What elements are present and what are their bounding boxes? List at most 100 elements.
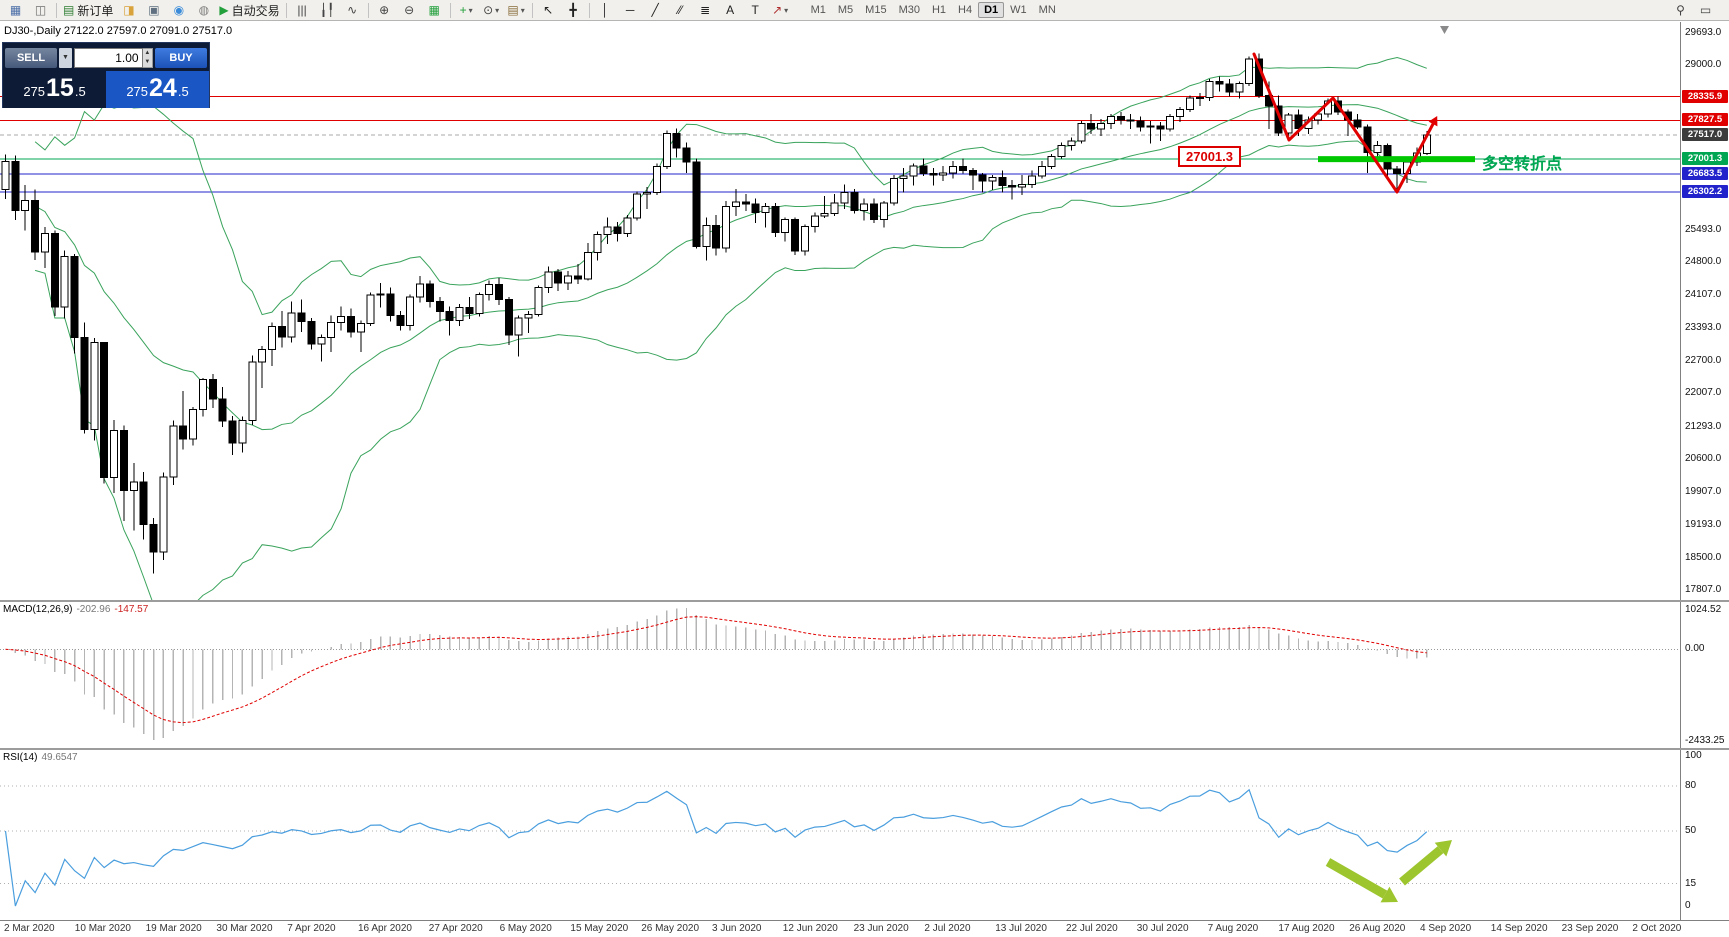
toolbar-separator — [531, 2, 533, 18]
price-axis-label: 25493.0 — [1685, 223, 1722, 235]
timeframe-h1[interactable]: H1 — [931, 4, 947, 16]
vertical-line-icon[interactable]: │ — [593, 0, 618, 21]
price-axis-label: 24107.0 — [1685, 288, 1722, 300]
timeframe-h4[interactable]: H4 — [958, 4, 973, 16]
timeframe-w1[interactable]: W1 — [1010, 4, 1027, 16]
up-arrow-annotation[interactable] — [1399, 840, 1452, 886]
chart-window-icon[interactable]: ▦ — [3, 0, 28, 21]
buy-button[interactable]: BUY — [155, 47, 207, 68]
volume-input[interactable] — [74, 47, 143, 68]
buy-price[interactable]: 275 24.5 — [106, 71, 209, 108]
tile-windows-icon: ▦ — [428, 3, 440, 17]
price-axis-label: 21293.0 — [1685, 420, 1722, 432]
vertical-line-icon: │ — [601, 3, 609, 17]
arrows-button[interactable]: ↗ ▾ — [768, 0, 793, 21]
price-axis-label: 23393.0 — [1685, 322, 1722, 334]
autotrade-icon: ▶ — [219, 3, 229, 17]
panel-splitter[interactable] — [0, 600, 1729, 602]
channel-icon: ⁄⁄ — [678, 3, 683, 17]
signals-icon[interactable]: ◉ — [166, 0, 191, 21]
dropdown-arrow-icon: ▾ — [468, 5, 473, 15]
chart-shift-marker[interactable] — [1440, 26, 1449, 34]
date-label: 2 Mar 2020 — [4, 923, 55, 934]
date-label: 4 Sep 2020 — [1420, 923, 1472, 934]
bar-chart-icon[interactable]: ||| — [290, 0, 315, 21]
vps-icon: ◍ — [198, 3, 210, 17]
rsi-axis-label: 100 — [1685, 750, 1702, 761]
price-chart — [0, 26, 1680, 600]
zoom-out-icon: ⊖ — [404, 3, 415, 17]
line-chart-icon: ∿ — [347, 3, 358, 17]
templates-button[interactable]: ▤ ▾ — [504, 0, 529, 21]
terminal-icon[interactable]: ▣ — [141, 0, 166, 21]
zigzag-annotation[interactable] — [1252, 52, 1438, 194]
dropdown-arrow-icon: ▾ — [784, 5, 789, 15]
autotrade-button[interactable]: ▶ 自动交易 — [216, 0, 282, 21]
text-icon[interactable]: A — [718, 0, 743, 21]
market-icon[interactable]: ◨ — [116, 0, 141, 21]
rsi-line[interactable] — [4, 788, 1428, 907]
sell-price[interactable]: 275 15.5 — [3, 71, 106, 108]
data-window-icon[interactable]: ▭ — [1693, 0, 1718, 21]
macd-histogram[interactable] — [6, 608, 1428, 740]
candlestick-chart-icon[interactable]: ╽╿ — [315, 0, 340, 21]
date-label: 23 Sep 2020 — [1561, 923, 1619, 934]
zoom-in-icon: ⊕ — [379, 3, 390, 17]
date-label: 6 May 2020 — [499, 923, 552, 934]
dropdown-arrow-icon: ▾ — [520, 5, 525, 15]
spinner-down-icon[interactable]: ▼ — [144, 58, 151, 65]
toolbar-separator — [449, 2, 451, 18]
sell-price-suffix: .5 — [74, 84, 86, 99]
new-order-button[interactable]: ▤ 新订单 — [60, 0, 116, 21]
pivot-note-text[interactable]: 多空转折点 — [1482, 156, 1563, 173]
zoom-out-icon[interactable]: ⊖ — [397, 0, 422, 21]
channel-icon[interactable]: ⁄⁄ — [668, 0, 693, 21]
timeframe-m1[interactable]: M1 — [810, 4, 826, 16]
bollinger-bands[interactable] — [34, 57, 1427, 600]
volume-dropdown[interactable]: ▼ — [59, 47, 72, 68]
timeframe-m5[interactable]: M5 — [837, 4, 854, 16]
rsi-panel: 100 80 50 15 0 RSI(14) 49.6547 — [0, 750, 1729, 920]
down-arrow-annotation[interactable] — [1325, 858, 1398, 903]
profiles-icon[interactable]: ◫ — [28, 0, 53, 21]
pivot-highlight-line[interactable] — [1318, 156, 1475, 163]
spinner-up-icon[interactable]: ▲ — [144, 49, 151, 56]
templates-icon: ▤ — [507, 3, 519, 17]
rsi-name: RSI(14) — [3, 752, 38, 763]
indicators-button[interactable]: + ▾ — [454, 0, 479, 21]
label-icon[interactable]: T — [743, 0, 768, 21]
toolbar-separator — [285, 2, 287, 18]
date-label: 16 Apr 2020 — [358, 923, 412, 934]
new-order-icon: ▤ — [63, 3, 75, 17]
zoom-in-icon[interactable]: ⊕ — [372, 0, 397, 21]
trendline-icon[interactable]: ╱ — [643, 0, 668, 21]
pivot-price-label[interactable]: 27001.3 — [1178, 146, 1241, 167]
volume-spinner[interactable]: ▲ ▼ — [142, 47, 153, 68]
market-icon: ◨ — [123, 3, 135, 17]
cursor-icon[interactable]: ↖ — [536, 0, 561, 21]
horizontal-line-icon[interactable]: ─ — [618, 0, 643, 21]
price-axis-label: 17807.0 — [1685, 584, 1722, 595]
indicators-icon: + — [459, 3, 467, 17]
macd-signal-line[interactable] — [5, 616, 1427, 724]
sell-button[interactable]: SELL — [5, 47, 57, 68]
vps-icon[interactable]: ◍ — [191, 0, 216, 21]
text-icon: A — [726, 3, 735, 17]
timeframe-d1[interactable]: D1 — [978, 2, 1005, 18]
price-axis-label: 29693.0 — [1685, 27, 1722, 38]
crosshair-icon[interactable]: ╋ — [561, 0, 586, 21]
main-chart-panel: 29693.0 29000.0 25493.0 24800.0 24107.0 23393… — [0, 22, 1729, 600]
panel-splitter[interactable] — [0, 748, 1729, 750]
timeframe-m15[interactable]: M15 — [865, 4, 887, 16]
line-chart-icon[interactable]: ∿ — [340, 0, 365, 21]
buy-price-prefix: 275 — [126, 84, 149, 99]
fibonacci-icon[interactable]: ≣ — [693, 0, 718, 21]
periods-button[interactable]: ⊙ ▾ — [479, 0, 504, 21]
tile-windows-icon[interactable]: ▦ — [422, 0, 447, 21]
search-icon[interactable]: ⚲ — [1668, 0, 1693, 21]
timeframe-m30[interactable]: M30 — [898, 4, 920, 16]
price-axis-label: 22700.0 — [1685, 354, 1722, 366]
dropdown-arrow-icon: ▾ — [495, 5, 500, 15]
timeframe-mn[interactable]: MN — [1038, 4, 1056, 16]
